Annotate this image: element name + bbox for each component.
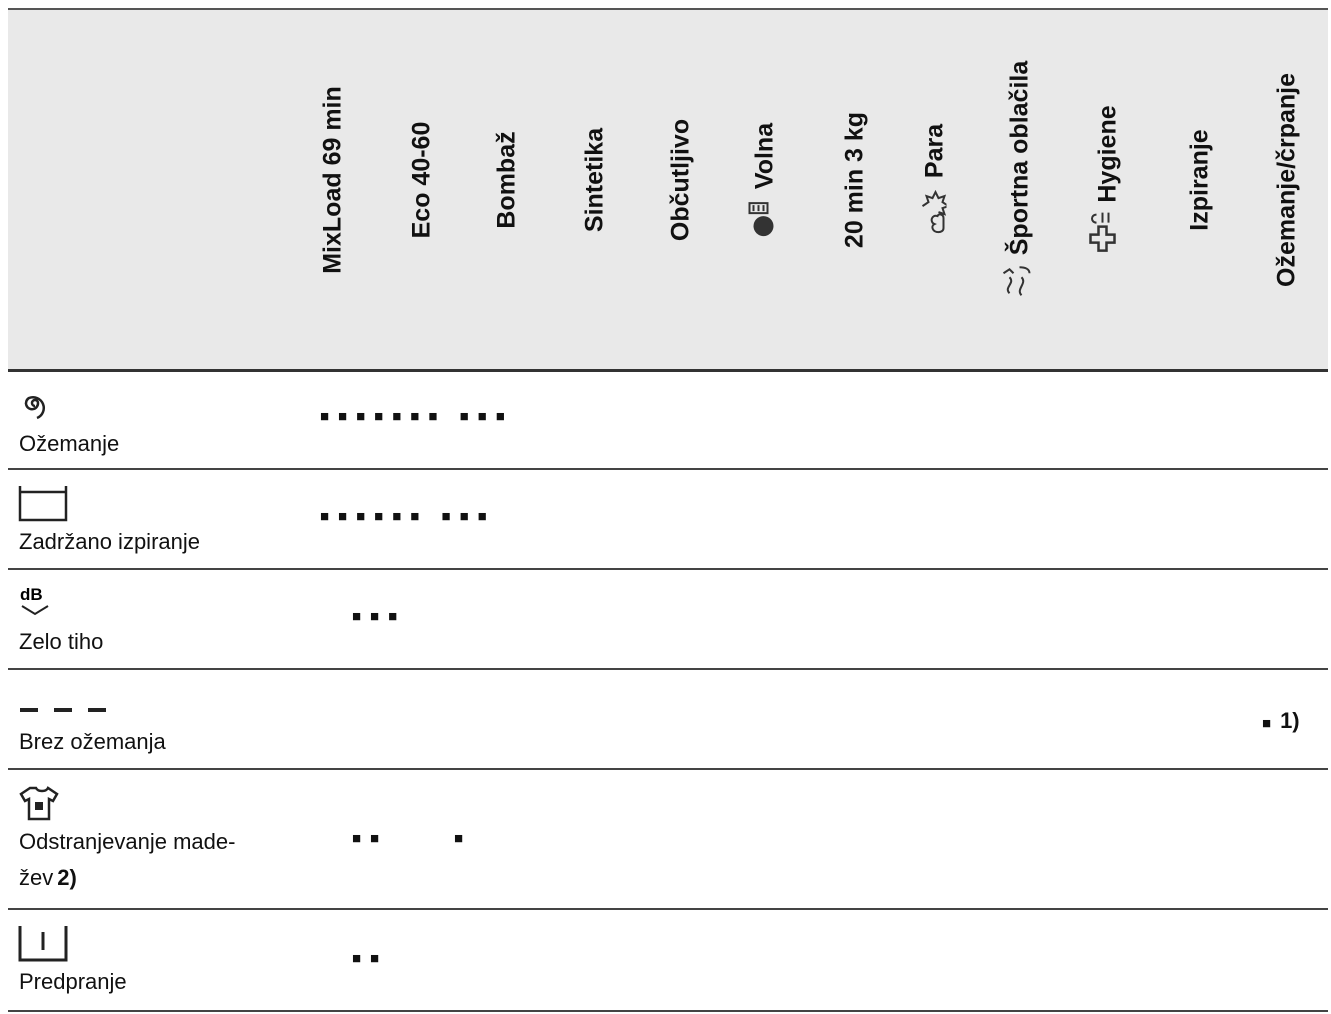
option-marks: ■■ <box>352 950 388 967</box>
label-line: žev <box>19 865 54 890</box>
column-title: Hygiene <box>1093 105 1122 203</box>
label-line: Odstranjevanje made- <box>19 829 236 854</box>
column-header: Para <box>917 124 954 236</box>
option-label: Brez ožemanja <box>19 724 166 760</box>
column-header: Ožemanje/črpanje <box>1273 73 1302 287</box>
availability-marks: ■ <box>1262 715 1281 732</box>
option-marks: ■■■■■■■ ■■■ <box>320 408 514 425</box>
column-title: Sintetika <box>580 127 609 233</box>
table-row: Brez ožemanja ■1) <box>8 670 1328 770</box>
column-header: Športna oblačila <box>1000 61 1041 299</box>
table-row: Zadržano izpiranje ■■■■■■ ■■■ <box>8 470 1328 570</box>
option-label: Zadržano izpiranje <box>19 524 200 560</box>
availability-marks: ■■ ■ <box>352 830 473 847</box>
table-row: Predpranje ■■ <box>8 910 1328 1012</box>
option-label: Predpranje <box>19 964 127 1000</box>
option-marks: ■1) <box>1262 708 1300 734</box>
svg-text:dB: dB <box>20 585 43 604</box>
column-header: Bombaž <box>493 131 522 228</box>
option-icon <box>18 386 52 427</box>
label-line: Brez ožemanja <box>19 729 166 754</box>
column-title: 20 min 3 kg <box>840 111 869 249</box>
option-label: Ožemanje <box>19 426 119 462</box>
column-header: Občutljivo <box>667 119 696 241</box>
column-header: Sintetika <box>581 128 610 232</box>
column-title: Občutljivo <box>666 118 695 242</box>
program-icon <box>1087 211 1130 255</box>
program-icon <box>744 197 787 237</box>
option-icon: dB <box>18 584 52 625</box>
option-icon <box>18 924 68 967</box>
table-header <box>8 8 1328 372</box>
column-title: Športna oblačila <box>1005 60 1034 256</box>
availability-marks: ■■■ <box>352 608 407 625</box>
column-title: Eco 40-60 <box>407 121 436 239</box>
option-marks: ■■ ■ <box>352 830 472 847</box>
column-header: Volna <box>744 123 787 237</box>
column-header: Izpiranje <box>1186 129 1215 230</box>
option-marks: ■■■ <box>352 608 406 625</box>
option-icon <box>18 684 110 725</box>
availability-marks: ■■■■■■ ■■■ <box>320 508 496 525</box>
label-line: Zelo tiho <box>19 629 104 654</box>
label-line: Predpranje <box>19 969 127 994</box>
availability-marks: ■■ <box>352 950 389 967</box>
footnote-ref: 2) <box>57 865 77 890</box>
label-line: Zadržano izpiranje <box>19 529 200 554</box>
column-title: Ožemanje/črpanje <box>1272 73 1301 287</box>
availability-marks: ■■■■■■■ ■■■ <box>320 408 514 425</box>
column-header: Eco 40-60 <box>408 122 437 239</box>
option-label: Odstranjevanje made-žev 2) <box>19 824 235 896</box>
column-title: Izpiranje <box>1185 129 1214 231</box>
label-line: Ožemanje <box>19 431 120 456</box>
column-title: Volna <box>750 122 779 190</box>
table-row: Ožemanje ■■■■■■■ ■■■ <box>8 372 1328 470</box>
footnote-ref: 1) <box>1280 708 1300 733</box>
option-label: Zelo tiho <box>19 624 103 660</box>
program-icon <box>917 186 954 236</box>
option-icon <box>18 784 60 827</box>
table-row: dB Zelo tiho ■■■ <box>8 570 1328 670</box>
column-title: MixLoad 69 min <box>318 86 347 274</box>
option-icon <box>18 484 68 527</box>
column-title: Bombaž <box>492 131 521 229</box>
program-icon <box>1000 263 1041 299</box>
column-header: 20 min 3 kg <box>841 112 870 248</box>
table-row: Odstranjevanje made-žev 2) ■■ ■ <box>8 770 1328 910</box>
column-title: Para <box>920 123 949 179</box>
option-marks: ■■■■■■ ■■■ <box>320 508 496 525</box>
column-header: MixLoad 69 min <box>319 86 348 274</box>
column-header: Hygiene <box>1087 105 1130 254</box>
